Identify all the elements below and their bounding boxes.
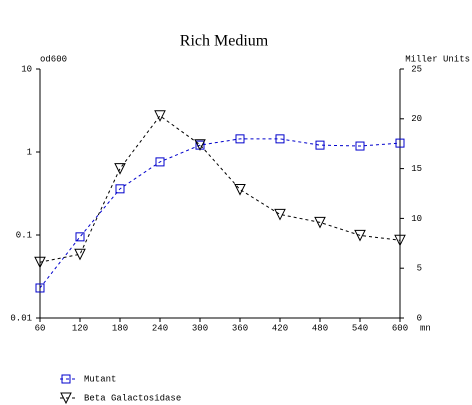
marker bbox=[314, 216, 326, 229]
y2-tick-label: 20 bbox=[411, 114, 422, 124]
x-axis-label: mn bbox=[420, 323, 431, 333]
series-line bbox=[39, 138, 401, 289]
marker bbox=[355, 141, 365, 151]
marker bbox=[354, 229, 366, 242]
x-tick-label: 540 bbox=[352, 323, 368, 333]
marker bbox=[394, 234, 406, 247]
y-tick-label: 10 bbox=[21, 64, 32, 74]
marker bbox=[34, 256, 46, 269]
x-tick-label: 120 bbox=[72, 323, 88, 333]
marker bbox=[35, 283, 45, 293]
x-tick-label: 240 bbox=[152, 323, 168, 333]
marker bbox=[234, 184, 246, 196]
legend-label: Beta Galactosidase bbox=[84, 393, 181, 403]
y-tick-label: 1 bbox=[27, 147, 32, 157]
marker bbox=[395, 138, 405, 148]
chart-title: Rich Medium bbox=[180, 33, 269, 50]
y2-axis-label: Miller Units bbox=[405, 54, 470, 64]
y2-tick-label: 5 bbox=[417, 264, 422, 274]
marker bbox=[75, 232, 85, 242]
y2-tick-label: 10 bbox=[411, 214, 422, 224]
y-tick-label: 0.1 bbox=[16, 230, 32, 240]
marker bbox=[155, 157, 165, 167]
marker bbox=[315, 140, 325, 150]
series-line bbox=[39, 115, 401, 263]
marker bbox=[114, 163, 126, 175]
y-axis-label: od600 bbox=[40, 54, 67, 64]
marker bbox=[115, 184, 125, 194]
legend-marker bbox=[60, 392, 72, 405]
legend-label: Mutant bbox=[84, 374, 116, 384]
legend-marker bbox=[61, 374, 71, 384]
y2-tick-label: 25 bbox=[411, 64, 422, 74]
y2-tick-label: 15 bbox=[411, 164, 422, 174]
x-tick-label: 360 bbox=[232, 323, 248, 333]
x-tick-label: 180 bbox=[112, 323, 128, 333]
marker bbox=[154, 110, 166, 122]
x-tick-label: 600 bbox=[392, 323, 408, 333]
x-tick-label: 300 bbox=[192, 323, 208, 333]
marker bbox=[74, 248, 86, 261]
y-tick-label: 0.01 bbox=[10, 313, 32, 323]
x-tick-label: 480 bbox=[312, 323, 328, 333]
marker bbox=[274, 208, 286, 221]
x-tick-label: 420 bbox=[272, 323, 288, 333]
y2-tick-label: 0 bbox=[417, 313, 422, 323]
marker bbox=[194, 139, 206, 151]
marker bbox=[235, 134, 245, 144]
x-tick-label: 60 bbox=[35, 323, 46, 333]
marker bbox=[275, 134, 285, 144]
